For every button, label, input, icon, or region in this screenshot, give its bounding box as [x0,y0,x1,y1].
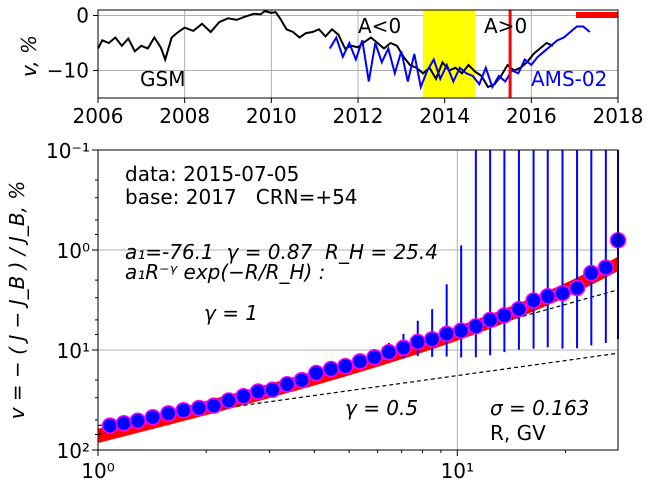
data-point [554,284,571,302]
data-point [160,405,177,422]
bottom-x-tick-label: 10⁰ [81,459,114,483]
data-point [380,343,398,361]
top-series-group [97,10,591,91]
data-point [467,318,485,335]
gamma-1-label: γ = 1 [204,301,258,325]
data-point [129,412,146,430]
data-point [190,399,208,417]
data-point [235,387,252,405]
data-point [438,325,455,343]
data-point [597,259,615,276]
data-point [481,311,499,329]
gsm-label: GSM [140,67,185,91]
base-text: base: 2017 CRN=+54 [125,185,358,209]
data-point [423,330,441,348]
data-date-text: data: 2015-07-05 [125,162,299,186]
top-x-tick-label: 2018 [593,104,644,128]
data-point [539,287,556,305]
rigidity-spectrum-panel: 10⁰ 10¹ 10⁻¹ 10⁰ 10¹ 10² v = − ( J − J_B ) /… [5,139,627,483]
data-point [220,392,237,409]
top-y-axis-label: v, % [17,35,41,77]
data-point [293,371,310,389]
data-point [525,292,542,309]
bottom-y-tick-label: 10¹ [57,339,90,363]
top-x-tick-label: 2008 [159,104,210,128]
data-point [175,401,192,419]
data-point [510,300,528,318]
ams-label: AMS-02 [531,67,607,91]
top-x-ticks: 2006 2008 2010 2012 2014 2016 2018 [73,98,644,128]
data-point [308,364,325,382]
fit-formula-text: a₁R⁻ᵞ exp(−R/R_H) : [125,260,325,284]
bottom-y-tick-label: 10² [57,439,90,463]
top-x-tick-label: 2012 [333,104,384,128]
bottom-y-axis-label: v = − ( J − J_B ) / J_B, % [5,181,29,420]
data-point [264,381,281,399]
data-point [452,322,470,339]
data-point [115,414,133,432]
data-point [278,375,296,393]
data-point [568,279,586,297]
sigma-label: σ = 0.163 [490,396,589,420]
data-point [395,339,412,357]
time-series-panel: 2006 2008 2010 2012 2014 2016 2018 0 −10 v, % G… [17,4,643,129]
top-x-tick-label: 2010 [246,104,297,128]
top-y-tick-label: 0 [76,4,89,28]
data-point [322,360,340,378]
data-point [205,397,223,414]
data-point [101,417,119,434]
data-point [583,264,600,282]
a-negative-label: A<0 [358,14,401,38]
gsm-series-line [97,10,554,89]
bottom-y-ticks: 10⁻¹ 10⁰ 10¹ 10² [46,139,98,463]
reversal-band [423,10,475,98]
bottom-y-tick-label: 10⁻¹ [46,139,90,163]
bottom-x-tick-label: 10¹ [441,459,474,483]
bottom-x-ticks: 10⁰ 10¹ [81,450,566,483]
top-x-tick-label: 2016 [506,104,557,128]
data-point [351,353,369,370]
top-y-ticks: 0 −10 [47,4,98,83]
base-period-bar [576,12,618,18]
bottom-plot-frame [97,149,619,451]
fit-parameters-text: a₁=-76.1 γ = 0.87 R_H = 25.4 [125,240,438,264]
bottom-y-tick-label: 10⁰ [57,239,90,263]
data-point [409,333,426,351]
data-point [496,307,513,324]
data-point [144,408,161,426]
ams-series-line [328,25,591,91]
top-x-tick-label: 2006 [73,104,124,128]
top-y-tick-label: −10 [47,59,89,83]
gamma-05-label: γ = 0.5 [345,396,418,420]
a-positive-label: A>0 [484,14,527,38]
bottom-x-axis-label: R, GV [490,421,546,445]
top-x-tick-label: 2014 [419,104,470,128]
data-point [337,357,354,375]
data-point [249,383,267,400]
data-point [366,348,383,366]
